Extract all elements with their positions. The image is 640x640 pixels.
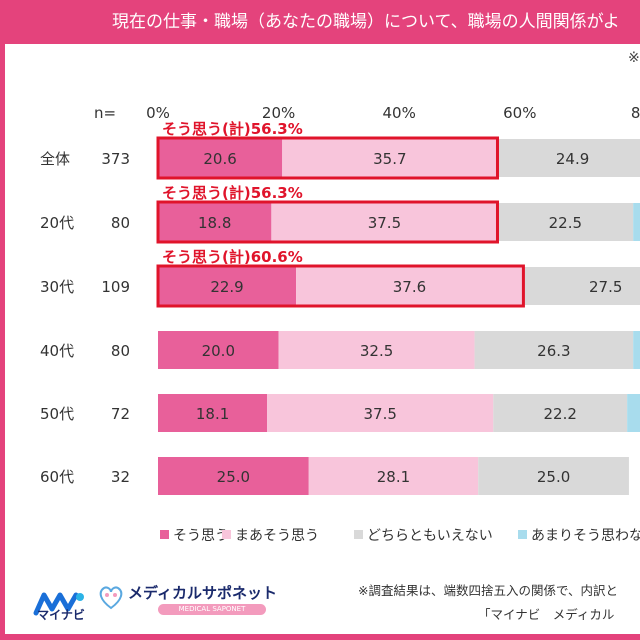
category-label: 40代 — [40, 342, 74, 360]
bar-value-label: 18.8 — [198, 214, 231, 232]
chart-title: 現在の仕事・職場（あなたの職場）について、職場の人間関係がよ — [0, 0, 640, 44]
x-tick-label: 80 — [631, 104, 640, 122]
bar-segment — [271, 203, 498, 241]
bar-value-label: 37.5 — [364, 405, 397, 423]
x-tick-label: 0% — [146, 104, 170, 122]
n-value-label: 80 — [111, 342, 130, 360]
bar-value-label: 26.3 — [537, 342, 570, 360]
legend-swatch — [354, 530, 363, 539]
highlight-total-label: そう思う(計)60.6% — [162, 248, 303, 266]
bar-segment — [497, 203, 634, 241]
bar-segment — [158, 203, 272, 241]
category-label: 50代 — [40, 405, 74, 423]
bar-segment — [308, 457, 479, 495]
bar-value-label: 22.2 — [543, 405, 576, 423]
highlight-total-label: そう思う(計)56.3% — [162, 120, 303, 138]
footer-note-rounding: ※調査結果は、端数四捨五入の関係で、内訳と — [358, 583, 618, 598]
frame-left-border — [0, 0, 5, 640]
footer-source: 「マイナビ メディカル — [478, 607, 615, 622]
bar-segment — [158, 331, 279, 369]
frame-bottom-border — [0, 634, 640, 640]
bar-segment — [158, 139, 283, 177]
bar-segment — [267, 394, 494, 432]
legend-label: まあそう思う — [235, 528, 319, 544]
bar-segment — [497, 139, 640, 177]
medical-saponet-logo-subtext: MEDICAL SAPONET — [158, 604, 266, 615]
bar-value-label: 35.7 — [373, 150, 406, 168]
category-label: 30代 — [40, 278, 74, 296]
bar-segment — [158, 394, 268, 432]
bar-value-label: 25.0 — [217, 468, 250, 486]
x-tick-label: 60% — [503, 104, 536, 122]
bar-value-label: 22.9 — [210, 278, 243, 296]
bar-segment — [296, 267, 523, 305]
medical-saponet-logo-text: メディカルサポネット — [128, 584, 277, 602]
bar-value-label: 22.5 — [549, 214, 582, 232]
bar-segment — [158, 457, 309, 495]
mynavi-logo-icon — [33, 592, 84, 616]
legend-label: そう思う — [173, 528, 229, 544]
bar-segment — [522, 267, 640, 305]
legend-swatch — [160, 530, 169, 539]
bar-value-label: 18.1 — [196, 405, 229, 423]
note-mark: ※ — [628, 50, 640, 66]
n-value-label: 373 — [101, 150, 130, 168]
legend-swatch — [222, 530, 231, 539]
category-label: 全体 — [40, 150, 70, 168]
legend-label: どちらともいえない — [367, 528, 493, 544]
bar-segment — [474, 331, 634, 369]
legend-swatch — [518, 530, 527, 539]
medical-saponet-logo-icon — [99, 586, 123, 610]
bar-segment — [633, 203, 640, 241]
bar-segment — [633, 331, 640, 369]
n-value-label: 80 — [111, 214, 130, 232]
highlight-box — [156, 264, 525, 308]
bar-value-label: 37.6 — [393, 278, 426, 296]
n-value-label: 32 — [111, 468, 130, 486]
bar-value-label: 24.9 — [556, 150, 589, 168]
n-header-label: n= — [94, 104, 116, 122]
n-value-label: 109 — [101, 278, 130, 296]
highlight-total-label: そう思う(計)56.3% — [162, 184, 303, 202]
category-label: 20代 — [40, 214, 74, 232]
bar-value-label: 20.0 — [202, 342, 235, 360]
n-value-label: 72 — [111, 405, 130, 423]
highlight-box — [156, 200, 499, 244]
bar-segment — [158, 267, 297, 305]
bar-value-label: 32.5 — [360, 342, 393, 360]
bar-segment — [493, 394, 628, 432]
legend-label: あまりそう思わな — [531, 528, 640, 544]
highlight-box — [156, 136, 499, 180]
bar-value-label: 37.5 — [368, 214, 401, 232]
bar-value-label: 20.6 — [203, 150, 236, 168]
bar-value-label: 27.5 — [589, 278, 622, 296]
bar-value-label: 28.1 — [377, 468, 410, 486]
bar-segment — [278, 331, 475, 369]
bar-segment — [478, 457, 629, 495]
x-tick-label: 40% — [383, 104, 416, 122]
category-label: 60代 — [40, 468, 74, 486]
bar-segment — [627, 394, 640, 432]
x-tick-label: 20% — [262, 104, 295, 122]
bar-value-label: 25.0 — [537, 468, 570, 486]
mynavi-logo-text: マイナビ — [37, 608, 85, 622]
bar-segment — [282, 139, 498, 177]
